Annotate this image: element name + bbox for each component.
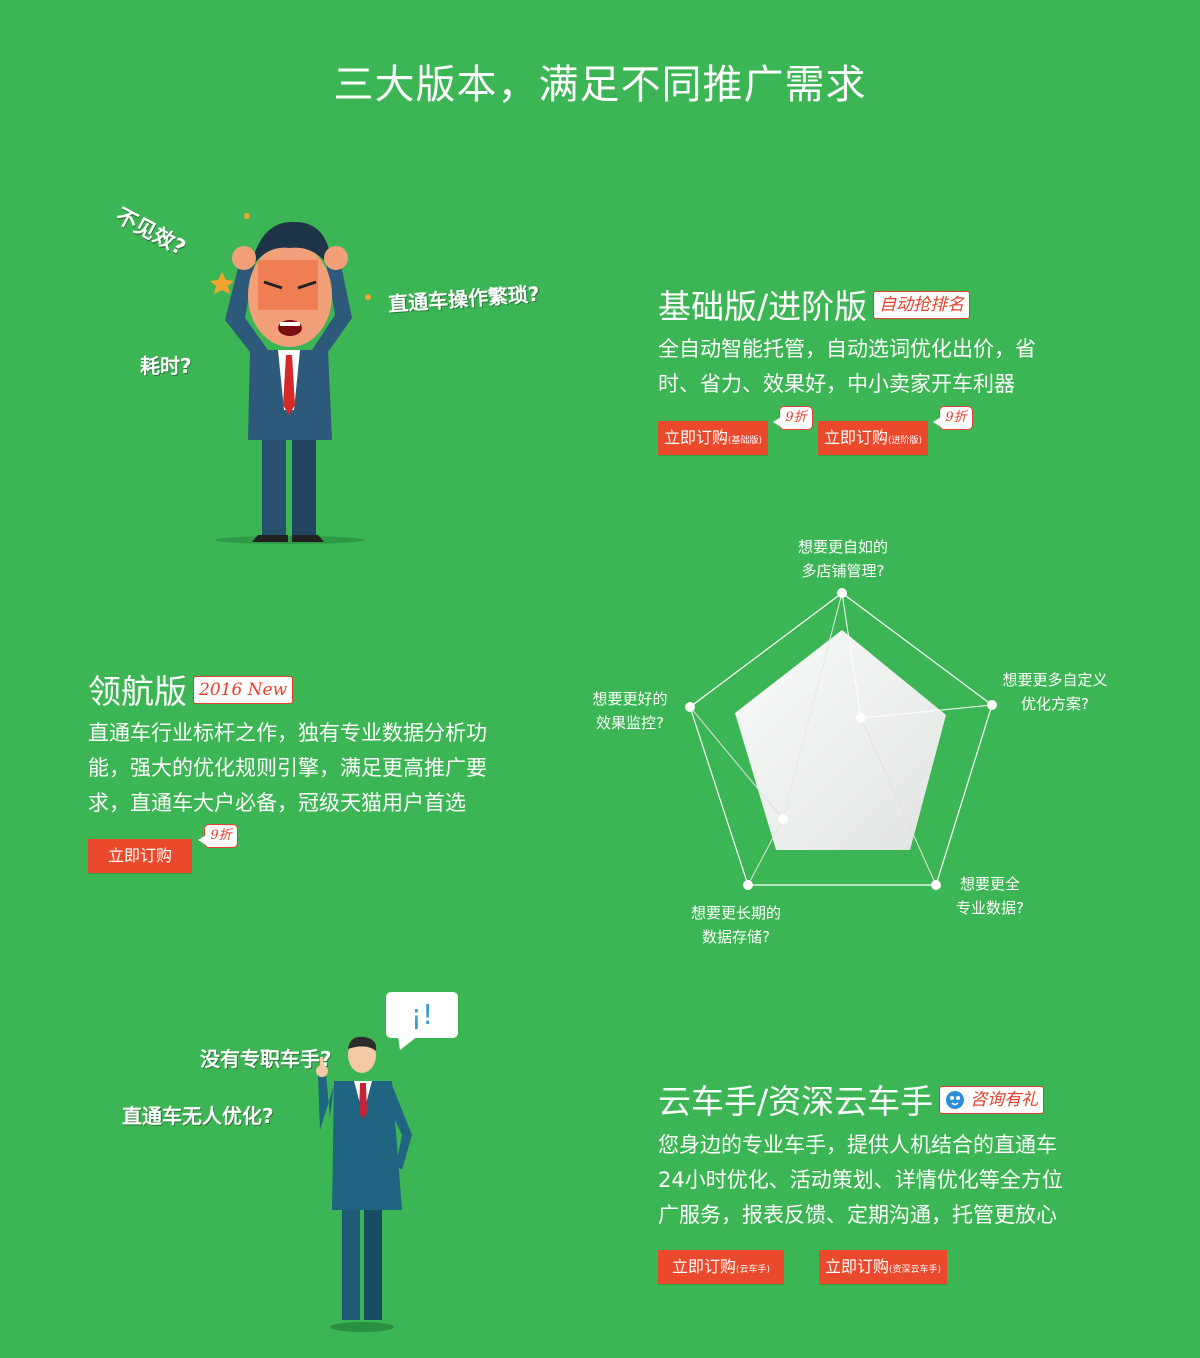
radar-label-custom-plan-line-2: 优化方案? (1021, 695, 1089, 713)
cloud-desc-line-2: 24小时优化、活动策划、详情优化等全方位 (658, 1168, 1063, 1192)
cloud-title-text: 云车手/资深云车手 (658, 1082, 934, 1121)
order-basic-label: 立即订购 (664, 428, 729, 447)
question-time-consuming: 耗时? (140, 354, 192, 378)
order-senior-cloud-driver-label: 立即订购 (825, 1257, 890, 1276)
basic-title-text: 基础版/进阶版 (658, 287, 868, 326)
radar-label-multi-store-line-1: 想要更自如的 (797, 538, 888, 556)
order-pilot-button[interactable]: 立即订购 (88, 839, 192, 873)
cloud-desc-line-3: 广服务，报表反馈、定期沟通，托管更放心 (658, 1203, 1057, 1227)
idea-man-illustration (316, 1036, 412, 1332)
radar-label-data-storage-line-1: 想要更长期的 (690, 904, 781, 922)
radar-label-monitoring-line-2: 效果监控? (596, 714, 664, 732)
auto-rank-tag: 自动抢排名 (873, 290, 971, 319)
cloud-section-title: 云车手/资深云车手 咨询有礼 (658, 1075, 1045, 1123)
page-title: 三大版本，满足不同推广需求 (333, 62, 867, 108)
basic-desc-line-1: 全自动智能托管，自动选词优化出价，省 (658, 337, 1036, 361)
pilot-desc-line-3: 求，直通车大户必备，冠级天猫用户首选 (88, 791, 466, 815)
order-advanced-sub: (进阶版) (888, 436, 923, 446)
cloud-description: 您身边的专业车手，提供人机结合的直通车 24小时优化、活动策划、详情优化等全方位… (658, 1128, 1063, 1233)
basic-section-title: 基础版/进阶版 自动抢排名 (658, 280, 971, 328)
radar-label-multi-store: 想要更自如的 多店铺管理? (780, 535, 906, 583)
order-cloud-driver-label: 立即订购 (672, 1257, 737, 1276)
cloud-desc-line-1: 您身边的专业车手，提供人机结合的直通车 (658, 1133, 1057, 1157)
radar-label-custom-plan: 想要更多自定义 优化方案? (990, 668, 1120, 716)
chat-bird-icon (946, 1090, 965, 1109)
pilot-desc-line-1: 直通车行业标杆之作，独有专业数据分析功 (88, 721, 487, 745)
question-no-optimization: 直通车无人优化? (122, 1104, 274, 1128)
order-senior-cloud-driver-button[interactable]: 立即订购(资深云车手) (819, 1250, 948, 1284)
pilot-discount-badge: 9折 (198, 824, 238, 848)
radar-label-data-storage-line-2: 数据存储? (702, 928, 770, 946)
radar-label-pro-data-line-2: 专业数据? (956, 899, 1024, 917)
order-cloud-driver-sub: (云车手) (736, 1265, 771, 1275)
basic-description: 全自动智能托管，自动选词优化出价，省 时、省力、效果好，中小卖家开车利器 (658, 332, 1036, 402)
radar-label-custom-plan-line-1: 想要更多自定义 (1002, 671, 1108, 689)
pilot-section-title: 领航版 2016 New (88, 665, 294, 713)
order-senior-cloud-driver-sub: (资深云车手) (889, 1265, 942, 1275)
pilot-description: 直通车行业标杆之作，独有专业数据分析功 能，强大的优化规则引擎，满足更高推广要 … (88, 716, 487, 821)
radar-label-pro-data: 想要更全专业数据? (940, 872, 1040, 920)
radar-label-pro-data-line-1: 想要更全 (959, 875, 1020, 893)
advanced-discount-badge: 9折 (933, 406, 973, 430)
basic-discount-badge: 9折 (773, 406, 813, 430)
radar-label-data-storage: 想要更长期的 数据存储? (676, 901, 796, 949)
question-no-effect: 不见效? (111, 203, 190, 261)
pilot-desc-line-2: 能，强大的优化规则引擎，满足更高推广要 (88, 756, 487, 780)
speech-bubble-tail (398, 1036, 418, 1050)
order-basic-button[interactable]: 立即订购(基础版) (658, 421, 769, 455)
order-advanced-button[interactable]: 立即订购(进阶版) (818, 421, 929, 455)
radar-label-monitoring: 想要更好的效果监控? (580, 687, 680, 735)
pilot-title-text: 领航版 (88, 672, 187, 711)
radar-label-multi-store-line-2: 多店铺管理? (801, 562, 885, 580)
consult-gift-tag[interactable]: 咨询有礼 (939, 1085, 1045, 1114)
question-no-driver: 没有专职车手? (200, 1047, 332, 1071)
new-2016-tag: 2016 New (193, 675, 294, 704)
question-complex-operation: 直通车操作繁琐? (387, 281, 541, 317)
radar-label-monitoring-line-1: 想要更好的 (592, 690, 668, 708)
order-cloud-driver-button[interactable]: 立即订购(云车手) (658, 1250, 785, 1284)
consult-gift-label: 咨询有礼 (970, 1089, 1039, 1110)
speech-bubble: ¡! (386, 992, 458, 1038)
stressed-man-illustration (210, 213, 371, 544)
order-advanced-label: 立即订购 (824, 428, 889, 447)
order-basic-sub: (基础版) (728, 436, 763, 446)
radar-diagram (685, 588, 997, 890)
basic-desc-line-2: 时、省力、效果好，中小卖家开车利器 (658, 372, 1015, 396)
